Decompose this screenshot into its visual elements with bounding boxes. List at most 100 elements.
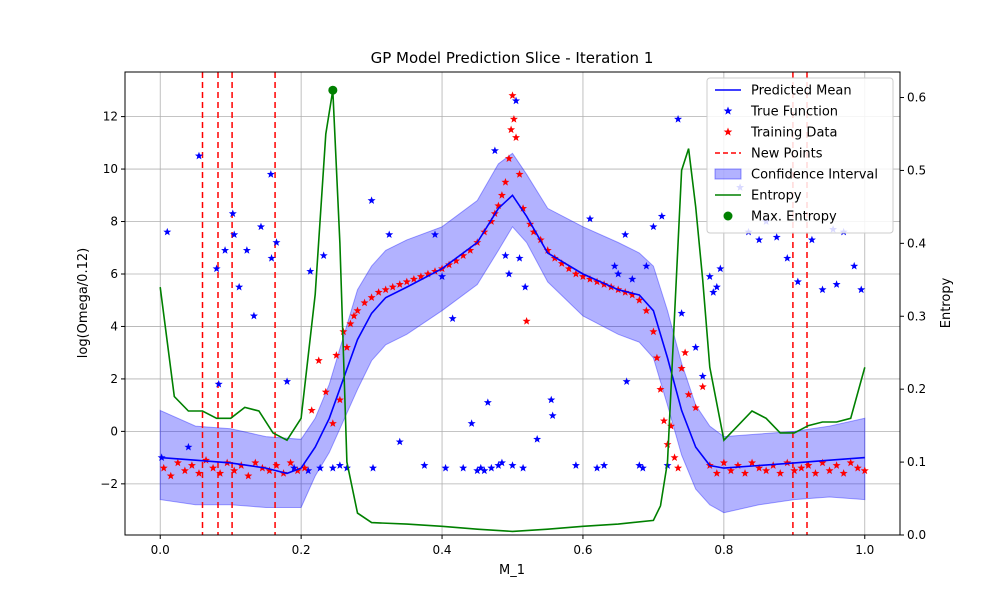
y2-axis-ticks: 0.0 0.1 0.2 0.3 0.4 0.5 0.6 (900, 91, 926, 542)
training-data-point (416, 272, 425, 281)
true-function-point (221, 246, 230, 254)
true-function-point (857, 285, 866, 294)
true-function-point (242, 246, 251, 254)
true-function-point (716, 264, 725, 273)
y-tick-label: 6 (110, 267, 118, 281)
x-tick-label: 0.4 (432, 543, 451, 557)
training-data-point (346, 319, 355, 328)
training-data-point (691, 403, 700, 412)
y-tick-label: 8 (110, 215, 118, 229)
training-data-point (360, 298, 369, 307)
true-function-point (691, 343, 700, 351)
true-function-point (705, 272, 714, 281)
training-data-point (314, 356, 323, 364)
true-function-point (521, 282, 530, 291)
training-data-point (335, 395, 344, 404)
training-data-point (230, 466, 239, 475)
x-axis-label: M_1 (499, 563, 525, 578)
training-data-point (381, 285, 390, 294)
true-function-point (319, 251, 328, 260)
true-function-point (501, 251, 510, 260)
training-data-point (733, 461, 742, 469)
true-function-point (459, 463, 468, 472)
training-data-point (712, 469, 721, 477)
true-function-point (328, 463, 337, 472)
training-data-point (642, 306, 651, 315)
y-tick-label: 12 (103, 110, 118, 124)
y-tick-label: 2 (110, 372, 118, 386)
training-data-point (839, 469, 848, 477)
y2-tick-label: 0.0 (907, 528, 926, 542)
max-entropy-marker (328, 85, 338, 95)
true-function-point (494, 461, 503, 469)
x-tick-label: 0.2 (292, 543, 311, 557)
training-data-point (388, 282, 397, 291)
max-entropy-marker-group (328, 85, 338, 95)
legend-handle-star (723, 127, 733, 136)
training-data-point (508, 91, 517, 100)
true-function-point (614, 269, 623, 278)
training-data-point (353, 306, 362, 315)
training-data-point (272, 461, 281, 469)
training-data-point (251, 458, 260, 467)
training-data-point (328, 419, 337, 427)
training-data-point (667, 421, 676, 430)
training-data-point (509, 115, 518, 123)
confidence-interval-area (159, 152, 866, 514)
true-function-point (586, 214, 594, 223)
training-data-point (681, 348, 690, 357)
legend-label: Entropy (751, 189, 802, 204)
true-function-point (783, 254, 792, 262)
true-function-point (194, 151, 203, 160)
training-data-point (332, 351, 341, 359)
true-function-point (256, 222, 265, 231)
training-data-point (776, 469, 785, 477)
training-data-point (501, 177, 510, 186)
training-data-point (497, 191, 506, 199)
training-data-point (663, 440, 672, 448)
training-data-point (409, 275, 418, 283)
true-function-point (628, 275, 637, 283)
training-data-point (571, 269, 580, 278)
training-data-point (797, 463, 806, 472)
y-tick-label: 4 (110, 319, 118, 333)
training-data-point (762, 466, 771, 475)
training-data-point (507, 125, 516, 134)
legend-handle-star (723, 106, 733, 115)
training-data-point (783, 458, 792, 467)
true-function-point (677, 309, 686, 317)
training-data-point (466, 246, 475, 254)
training-data-point (586, 275, 594, 283)
true-function-point (420, 461, 429, 469)
training-data-point (307, 406, 316, 414)
training-data-point (684, 390, 693, 399)
training-data-point (180, 466, 189, 475)
y-axis-label: log(Omega/0.12) (76, 248, 91, 358)
true-function-point (448, 314, 457, 322)
true-function-point (571, 461, 580, 469)
training-data-point (423, 269, 432, 278)
true-function-point (850, 261, 859, 270)
training-data-point (649, 327, 658, 336)
training-data-point (395, 280, 404, 288)
true-function-point (369, 463, 377, 472)
chart-legend: Predicted Mean True Function Training Data… (706, 77, 894, 234)
training-data-point (187, 461, 196, 469)
y2-axis-label: Entropy (939, 277, 954, 328)
training-data-point (265, 466, 274, 475)
true-function-point (547, 395, 556, 404)
true-function-point (342, 463, 351, 472)
entropy-line (159, 90, 866, 533)
true-function-point (266, 170, 275, 178)
x-tick-label: 0.0 (151, 543, 170, 557)
true-function-point (441, 463, 450, 472)
training-data-point (628, 290, 637, 299)
x-tick-label: 1.0 (855, 543, 874, 557)
training-data-point (564, 264, 573, 273)
training-data-point (512, 133, 521, 141)
legend-label: Predicted Mean (751, 84, 852, 99)
true-function-point (304, 466, 313, 475)
training-data-point (659, 416, 668, 425)
plot-frame (124, 71, 901, 536)
